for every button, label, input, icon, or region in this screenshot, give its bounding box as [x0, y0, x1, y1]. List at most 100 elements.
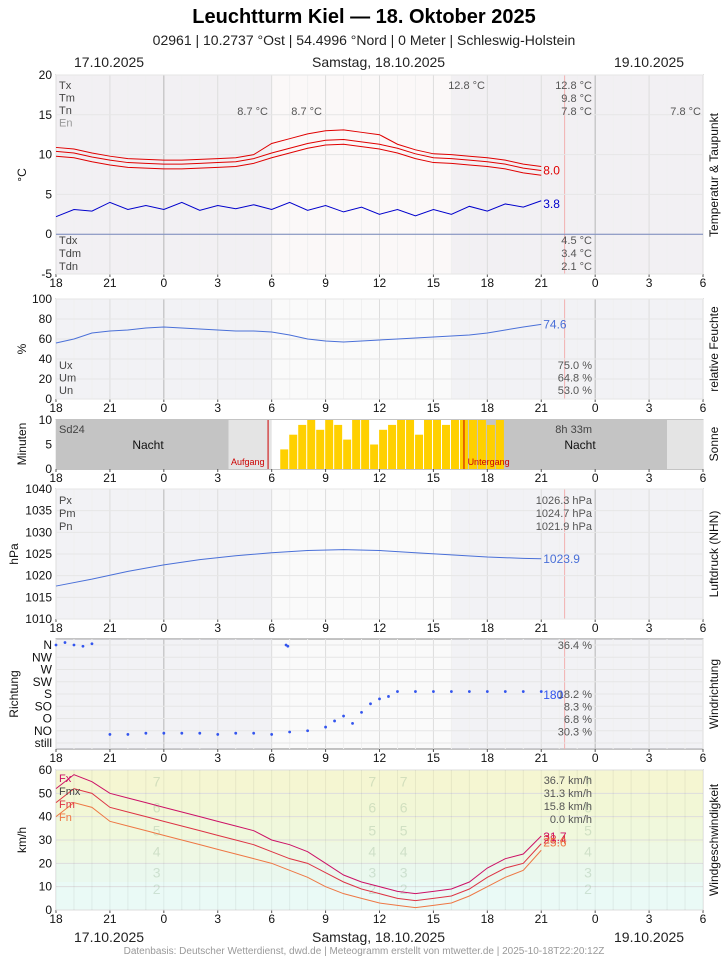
beaufort-label: 3 [153, 865, 161, 881]
legend-bottom-item: Tdm [59, 248, 81, 260]
x-tick-label: 9 [322, 401, 329, 415]
x-tick-label: 0 [160, 621, 167, 635]
wind-side-label: Windgeschwindigkeit [707, 783, 721, 896]
legend-top-item: Tx [59, 80, 72, 92]
beaufort-label: 5 [584, 823, 592, 839]
x-tick-label: 18 [49, 471, 63, 485]
sunshine-bar [307, 420, 316, 469]
direction-point [108, 733, 112, 736]
sunshine-bar [325, 420, 334, 469]
x-tick-label: 6 [268, 276, 275, 290]
x-tick-label: 18 [49, 912, 63, 926]
direction-point [90, 642, 94, 646]
x-tick-label: 3 [646, 621, 653, 635]
x-tick-label: 9 [322, 912, 329, 926]
direction-point [288, 730, 292, 734]
dewpoint-line [55, 200, 542, 218]
direction-point [270, 733, 274, 736]
humidity-last-label: 74.6 [543, 317, 567, 331]
direction-point [126, 733, 130, 736]
direction-category-label: N [43, 638, 52, 652]
sunshine-bar [370, 444, 379, 469]
beaufort-label: 2 [400, 881, 408, 897]
legend-top-item: Tm [59, 93, 75, 105]
humidity-ylabel: % [15, 343, 29, 354]
pressure-stat: 1024.7 hPa [536, 508, 593, 520]
pressure-legend-item: Pn [59, 521, 72, 533]
station-subtitle: 02961 | 10.2737 °Ost | 54.4996 °Nord | 0… [152, 32, 576, 48]
sunshine-bar [397, 420, 406, 469]
x-tick-label: 18 [481, 912, 495, 926]
pressure-ylabel: hPa [7, 543, 21, 565]
wind-speed-line [55, 788, 542, 902]
x-tick-label: 12 [373, 751, 387, 765]
y-tick-label: -5 [41, 267, 52, 281]
beaufort-label: 6 [153, 799, 161, 815]
temperature-line [55, 143, 542, 176]
direction-point [503, 690, 507, 693]
direction-point [333, 719, 336, 723]
sunshine-bar [442, 424, 450, 469]
beaufort-label: 5 [153, 823, 161, 839]
x-tick-label: 9 [322, 751, 329, 765]
x-tick-label: 21 [103, 471, 117, 485]
humidity-legend-item: Um [59, 373, 76, 385]
pressure-legend-item: Px [59, 495, 72, 507]
sunshine-bar [477, 420, 486, 469]
sunshine-bar [298, 424, 307, 469]
sunshine-bar [406, 420, 415, 469]
direction-point [252, 731, 256, 735]
direction-point [198, 731, 202, 735]
y-tick-label: 0 [45, 392, 52, 406]
direction-category-label: still [35, 736, 52, 750]
sunshine-side-label: Sonne [707, 426, 721, 461]
date-left: 17.10.2025 [74, 54, 145, 70]
x-tick-label: 18 [481, 276, 495, 290]
night-block [56, 420, 229, 469]
sunshine-bar [343, 439, 352, 469]
sunshine-bar [388, 424, 397, 469]
sunshine-bar [280, 449, 289, 469]
x-tick-label: 3 [646, 276, 653, 290]
x-tick-label: 15 [427, 751, 441, 765]
x-tick-label: 0 [592, 401, 599, 415]
direction-point [54, 643, 58, 647]
y-tick-label: 1025 [25, 547, 52, 561]
direction-point [467, 690, 471, 693]
pressure-stat: 1026.3 hPa [536, 495, 593, 507]
direction-point [286, 644, 290, 648]
annotation-tn-a: 8.7 °C [237, 106, 268, 118]
x-tick-label: 21 [535, 912, 549, 926]
y-tick-label: 1030 [25, 525, 52, 539]
y-tick-label: 60 [39, 332, 53, 346]
y-tick-label: 10 [39, 880, 53, 894]
sunshine-bar [424, 420, 433, 469]
x-tick-label: 3 [214, 401, 221, 415]
x-tick-label: 12 [373, 276, 387, 290]
beaufort-label: 7 [153, 774, 161, 790]
direction-point [378, 697, 381, 701]
y-tick-label: 100 [32, 292, 52, 306]
y-tick-label: 0 [45, 227, 52, 241]
legend-bottom-item: Tdx [59, 235, 78, 247]
temperature-side-label: Temperatur & Taupunkt [707, 112, 721, 237]
night-label-right: Nacht [564, 438, 596, 452]
y-tick-label: 40 [39, 810, 53, 824]
beaufort-label: 6 [400, 799, 408, 815]
x-tick-label: 0 [160, 276, 167, 290]
direction-point [144, 731, 148, 735]
beaufort-band [56, 770, 703, 794]
y-tick-label: 40 [39, 352, 53, 366]
humidity-side-label: relative Feuchte [707, 306, 721, 392]
direction-category-label: W [41, 663, 53, 677]
direction-category-label: S [44, 687, 52, 701]
x-tick-label: 0 [592, 912, 599, 926]
temperature-line [55, 138, 542, 172]
beaufort-label: 6 [584, 799, 592, 815]
beaufort-label: 3 [584, 865, 592, 881]
x-tick-label: 3 [214, 912, 221, 926]
x-tick-label: 12 [373, 621, 387, 635]
direction-point [63, 641, 67, 644]
x-tick-label: 21 [103, 621, 117, 635]
legend-bottom-item: Tdn [59, 261, 78, 273]
